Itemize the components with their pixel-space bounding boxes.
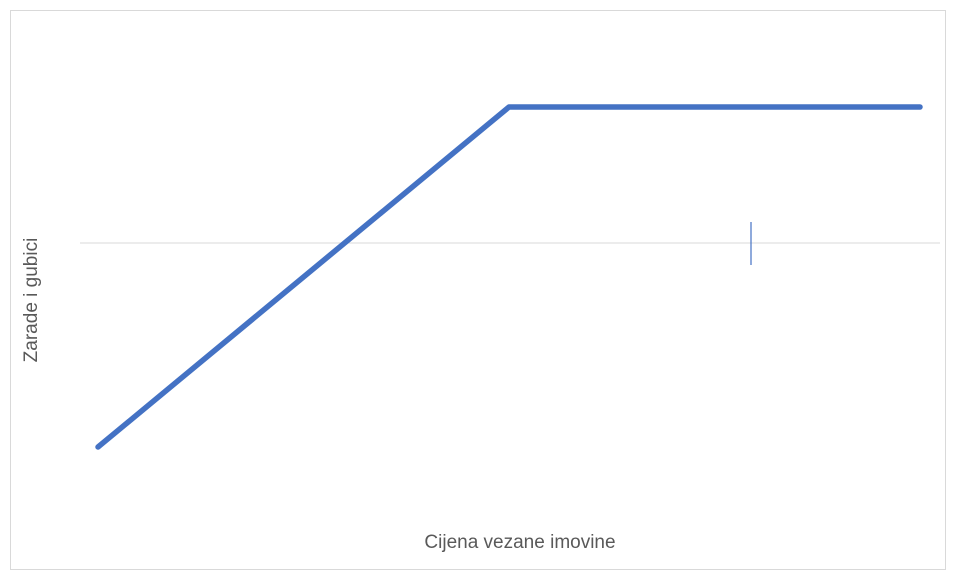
y-axis-label: Zarade i gubici <box>21 238 42 363</box>
chart-frame <box>10 10 946 570</box>
plot <box>95 104 923 450</box>
series-line <box>95 104 923 450</box>
x-axis-label: Cijena vezane imovine <box>424 532 615 553</box>
